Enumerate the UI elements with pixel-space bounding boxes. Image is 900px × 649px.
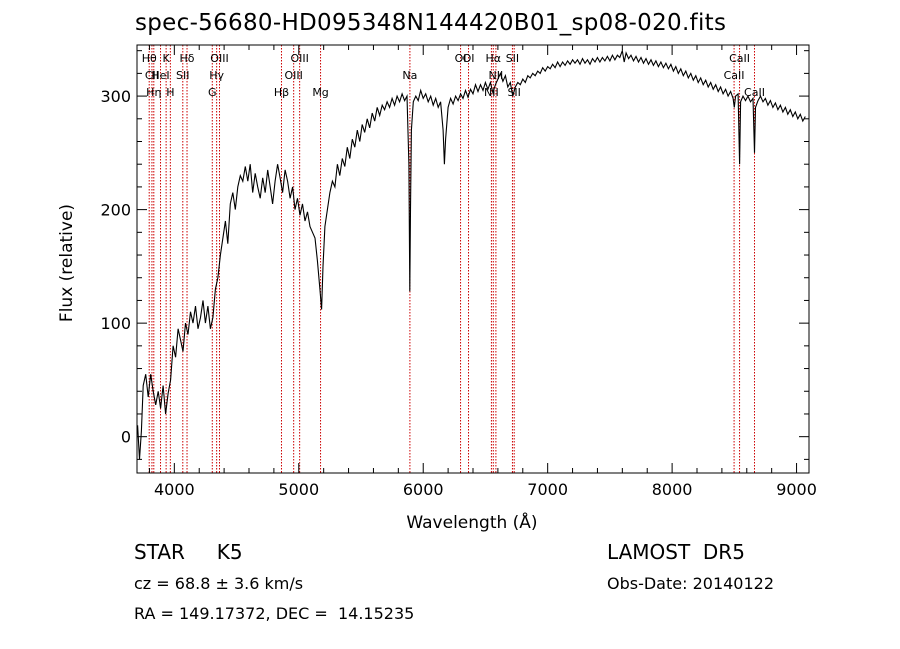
y-axis-label: Flux (relative) bbox=[57, 204, 77, 322]
marker-label: OI bbox=[463, 52, 475, 65]
marker-label: Hη bbox=[146, 86, 161, 99]
marker-label: Mg bbox=[312, 86, 328, 99]
marker-label: Na bbox=[402, 69, 417, 82]
marker-label: Hβ bbox=[274, 86, 289, 99]
subclass-label: K5 bbox=[216, 540, 243, 564]
marker-label: OI bbox=[455, 52, 467, 65]
spectral-line-labels: Hθ CII Hη K HeI H Hδ SII OIII Hγ G OIII OIII Hβ Mg Na OI… bbox=[142, 52, 765, 99]
x-tick-label: 4000 bbox=[154, 480, 195, 499]
marker-label: Hθ bbox=[142, 52, 157, 65]
marker-label: Hα bbox=[486, 52, 502, 65]
marker-label: Hγ bbox=[209, 69, 224, 82]
marker-label: CaII bbox=[729, 52, 750, 65]
chart-title: spec-56680-HD095348N144420B01_sp08-020.f… bbox=[135, 10, 727, 36]
plot-border bbox=[136, 44, 810, 474]
axis-ticks: 4000 5000 6000 7000 8000 9000 0 100 200 300 bbox=[100, 45, 817, 499]
y-tick-label: 300 bbox=[100, 87, 131, 106]
obs-date-label: Obs-Date: 20140122 bbox=[607, 574, 775, 593]
marker-label: CaII bbox=[724, 69, 745, 82]
marker-label: HeI bbox=[151, 69, 169, 82]
x-tick-label: 9000 bbox=[776, 480, 817, 499]
y-tick-label: 0 bbox=[121, 428, 131, 447]
marker-label: NII bbox=[484, 86, 499, 99]
marker-label: CaII bbox=[744, 86, 765, 99]
x-tick-label: 7000 bbox=[527, 480, 568, 499]
marker-label: Hδ bbox=[180, 52, 195, 65]
redshift-label: cz = 68.8 ± 3.6 km/s bbox=[134, 574, 304, 593]
coordinates-label: RA = 149.17372, DEC = 14.15235 bbox=[134, 604, 415, 623]
y-tick-label: 100 bbox=[100, 314, 131, 333]
marker-label: OIII bbox=[290, 52, 308, 65]
x-tick-label: 8000 bbox=[652, 480, 693, 499]
x-tick-label: 6000 bbox=[403, 480, 444, 499]
marker-label: OIII bbox=[284, 69, 302, 82]
spectrum-line bbox=[137, 48, 806, 460]
marker-label: SII bbox=[507, 86, 520, 99]
class-label: STAR bbox=[134, 540, 185, 564]
spectral-line-markers bbox=[148, 45, 755, 473]
marker-label: G bbox=[208, 86, 217, 99]
object-class: STAR K5 bbox=[134, 540, 243, 564]
marker-label: NII bbox=[489, 69, 504, 82]
y-tick-label: 200 bbox=[100, 201, 131, 220]
marker-label: H bbox=[166, 86, 174, 99]
x-tick-label: 5000 bbox=[278, 480, 319, 499]
survey-label: LAMOST DR5 bbox=[607, 540, 745, 564]
x-axis-label: Wavelength (Å) bbox=[406, 511, 537, 533]
plot-frame bbox=[136, 44, 810, 474]
marker-label: SII bbox=[506, 52, 519, 65]
marker-label: OIII bbox=[210, 52, 228, 65]
spectrum-series bbox=[137, 48, 806, 460]
marker-label: K bbox=[163, 52, 171, 65]
marker-label: CII bbox=[145, 69, 159, 82]
marker-label: SII bbox=[176, 69, 189, 82]
